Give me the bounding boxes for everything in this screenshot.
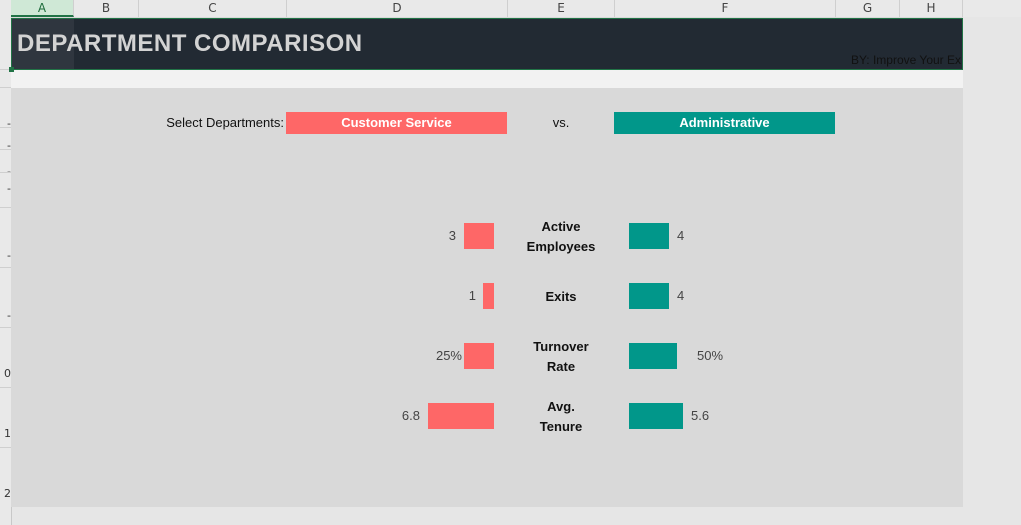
column-header-f[interactable]: F [615, 0, 836, 17]
row-header[interactable]: - [7, 309, 11, 322]
right-department-dropdown[interactable]: Administrative [614, 112, 835, 134]
column-header-b[interactable]: B [74, 0, 139, 17]
column-header-a[interactable]: A [11, 0, 74, 17]
selected-cell-highlight [12, 19, 74, 69]
row-divider [0, 447, 11, 448]
metric-label-line: Tenure [539, 419, 583, 434]
metric-label-line: Employees [526, 239, 596, 254]
row-header[interactable]: - [7, 182, 11, 195]
left-metric-value: 1 [468, 288, 476, 303]
left-metric-bar [464, 223, 494, 249]
row-divider [0, 327, 11, 328]
left-metric-bar [483, 283, 494, 309]
right-metric-bar [629, 343, 677, 369]
row-header[interactable]: 0 [4, 367, 11, 380]
page-title: DEPARTMENT COMPARISON [17, 30, 363, 57]
right-metric-value: 4 [677, 288, 685, 303]
metric-label: Turnover Rate [516, 337, 606, 377]
row-header[interactable]: 2 [4, 487, 11, 500]
metric-label: Avg. Tenure [516, 397, 606, 437]
row-divider [0, 69, 11, 70]
right-metric-bar [629, 223, 669, 249]
left-metric-value: 6.8 [401, 408, 420, 423]
row-divider [0, 267, 11, 268]
row-header[interactable]: - [7, 249, 11, 262]
metric-label: Active Employees [516, 217, 606, 257]
left-metric-value: 3 [448, 228, 456, 243]
worksheet-area[interactable] [11, 17, 963, 507]
column-header-d[interactable]: D [287, 0, 508, 17]
row-divider [0, 149, 11, 150]
metric-label-line: Exits [545, 289, 577, 304]
fill-handle[interactable] [9, 67, 14, 72]
row-divider [0, 87, 11, 88]
byline-text: BY: Improve Your Ex [850, 53, 961, 67]
row-header[interactable]: 1 [4, 427, 11, 440]
metric-label: Exits [516, 287, 606, 307]
row-header[interactable]: - [7, 139, 11, 152]
metric-label-line: Turnover [533, 339, 589, 354]
left-metric-bar [464, 343, 494, 369]
spacer-row [11, 70, 963, 88]
right-metric-bar [629, 283, 669, 309]
column-header-c[interactable]: C [139, 0, 287, 17]
metric-label-line: Avg. [547, 399, 575, 414]
right-metric-bar [629, 403, 683, 429]
row-divider [0, 127, 11, 128]
column-header-g[interactable]: G [836, 0, 900, 17]
metric-label-line: Rate [546, 359, 576, 374]
row-header[interactable]: - [7, 117, 11, 130]
right-metric-value: 50% [697, 348, 724, 363]
column-header-bar: A B C D E F G H [0, 0, 1021, 18]
vs-label: vs. [552, 115, 570, 130]
row-divider [0, 387, 11, 388]
left-metric-bar [428, 403, 494, 429]
select-departments-label: Select Departments: [166, 115, 284, 130]
right-metric-value: 4 [677, 228, 685, 243]
off-sheet-area [963, 17, 1021, 525]
row-divider [0, 207, 11, 208]
title-banner[interactable]: DEPARTMENT COMPARISON BY: Improve Your E… [11, 18, 963, 70]
column-header-h[interactable]: H [900, 0, 963, 17]
row-header[interactable]: - [0, 165, 11, 178]
metric-label-line: Active [541, 219, 581, 234]
left-department-dropdown[interactable]: Customer Service [286, 112, 507, 134]
left-metric-value: 25% [435, 348, 462, 363]
right-metric-value: 5.6 [691, 408, 710, 423]
row-divider [0, 172, 11, 173]
column-header-e[interactable]: E [508, 0, 615, 17]
